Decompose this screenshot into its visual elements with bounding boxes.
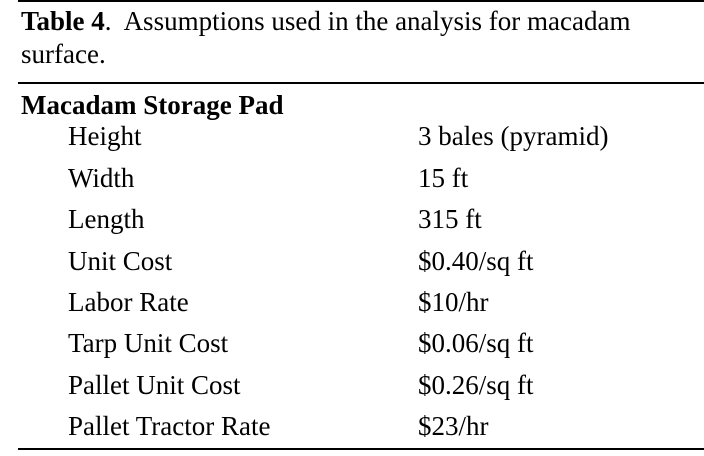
table-row: Height 3 bales (pyramid) (0, 116, 704, 157)
table-row: Unit Cost $0.40/sq ft (0, 241, 704, 282)
row-label: Height (68, 121, 142, 151)
row-label: Unit Cost (68, 246, 173, 276)
table-caption: Table 4. Assumptions used in the analysi… (21, 6, 631, 69)
row-value: $0.40/sq ft (418, 246, 534, 276)
table-row: Tarp Unit Cost $0.06/sq ft (0, 323, 704, 364)
row-value: 315 ft (418, 204, 482, 234)
table-row: Pallet Tractor Rate $23/hr (0, 406, 704, 447)
header-rule (18, 82, 704, 84)
row-label: Length (68, 204, 145, 234)
caption-text: Assumptions used in the analysis for mac… (21, 6, 631, 69)
row-label: Pallet Unit Cost (68, 370, 241, 400)
row-value: $0.06/sq ft (418, 328, 534, 358)
table-row: Width 15 ft (0, 158, 704, 199)
table-row: Pallet Unit Cost $0.26/sq ft (0, 365, 704, 406)
row-label: Tarp Unit Cost (68, 328, 229, 358)
row-label: Labor Rate (68, 287, 189, 317)
table-row: Labor Rate $10/hr (0, 282, 704, 323)
table-row: Length 315 ft (0, 199, 704, 240)
row-value: $0.26/sq ft (418, 370, 534, 400)
row-value: 3 bales (pyramid) (418, 121, 609, 151)
top-rule (18, 0, 704, 2)
bottom-rule (18, 448, 704, 450)
section-header: Macadam Storage Pad (21, 90, 284, 120)
caption-label: Table 4 (21, 6, 105, 36)
row-value: $23/hr (418, 411, 489, 441)
row-value: 15 ft (418, 163, 469, 193)
row-value: $10/hr (418, 287, 489, 317)
row-label: Pallet Tractor Rate (68, 411, 271, 441)
row-label: Width (68, 163, 135, 193)
